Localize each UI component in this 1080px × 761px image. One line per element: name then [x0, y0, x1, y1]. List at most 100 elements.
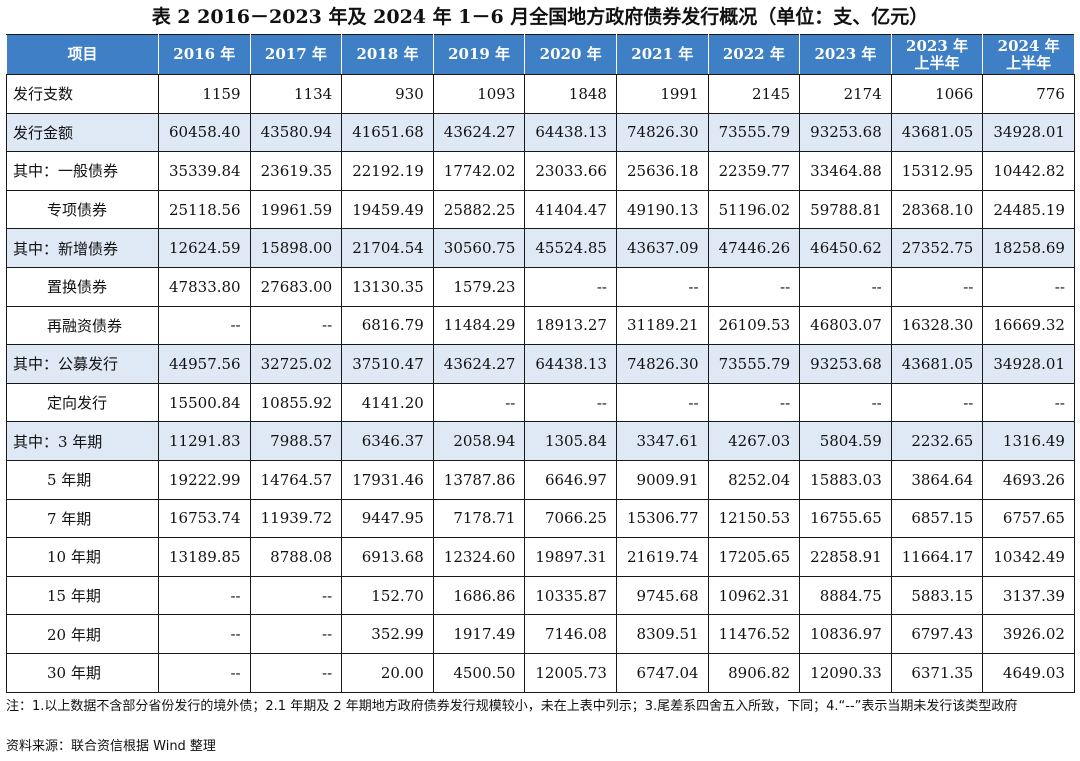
table-cell: 27352.75: [890, 228, 984, 268]
table-cell: 1848: [524, 74, 617, 114]
header-period: 2021 年: [615, 34, 709, 75]
table-cell: 3347.61: [615, 421, 709, 461]
row-label: 定向发行: [6, 382, 159, 423]
table-cell: 12624.59: [158, 228, 251, 268]
table-cell: --: [890, 266, 984, 307]
table-cell: 6747.04: [615, 652, 709, 693]
table-cell: 23619.35: [249, 151, 343, 191]
header-period: 2017 年: [249, 34, 343, 75]
table-cell: 4500.50: [432, 652, 526, 693]
row-label: 发行支数: [6, 74, 159, 114]
table-cell: 10836.97: [799, 614, 892, 654]
table-row: 15 年期 -- -- 152.70 1686.86 10335.87 9745.68 109…: [6, 575, 1075, 616]
table-cell: 59788.81: [799, 189, 892, 230]
table-cell: 2145: [707, 74, 801, 114]
table-row: 置换债券 47833.80 27683.00 13130.35 1579.23 -- -- -…: [6, 266, 1075, 307]
table-title: 表 2 2016－2023 年及 2024 年 1－6 月全国地方政府债券发行概…: [151, 6, 929, 28]
header-period-line: 上半年: [1006, 53, 1052, 72]
table-cell: 28368.10: [890, 189, 984, 230]
table-cell: --: [615, 266, 709, 307]
table-cell: 23033.66: [524, 151, 617, 191]
table-cell: 19222.99: [158, 459, 251, 500]
table-cell: 27683.00: [249, 266, 343, 307]
table-cell: 11939.72: [249, 498, 343, 539]
table-cell: --: [158, 575, 251, 616]
table-cell: 73555.79: [707, 112, 801, 153]
table-cell: 41404.47: [524, 189, 617, 230]
table-cell: 51196.02: [707, 189, 801, 230]
table-cell: --: [982, 266, 1075, 307]
table-cell: 6857.15: [890, 498, 984, 539]
table-cell: 4141.20: [341, 382, 434, 423]
table-cell: 21619.74: [615, 537, 709, 577]
row-label: 其中：3 年期: [6, 421, 159, 461]
table-cell: 930: [341, 74, 434, 114]
table-cell: 21704.54: [341, 228, 434, 268]
table-cell: 12005.73: [524, 652, 617, 693]
table-row: 20 年期 -- -- 352.99 1917.49 7146.08 8309.51 1147…: [6, 614, 1075, 654]
table-cell: 6757.65: [982, 498, 1075, 539]
table-header-row: 项目 2016 年 2017 年 2018 年 2019 年 2020 年 2021 年 20…: [6, 34, 1075, 75]
table-cell: --: [982, 382, 1075, 423]
table-cell: 6913.68: [341, 537, 434, 577]
table-row: 定向发行 15500.84 10855.92 4141.20 -- -- -- -- -- -- -…: [6, 382, 1075, 423]
table-cell: --: [249, 652, 343, 693]
table-row: 发行支数 1159 1134 930 1093 1848 1991 2145 2174 1066 7…: [6, 74, 1075, 114]
table-row: 其中：新增债券 12624.59 15898.00 21704.54 30560.75 4…: [6, 228, 1075, 268]
table-cell: 30560.75: [432, 228, 526, 268]
table-cell: 13130.35: [341, 266, 434, 307]
header-period: 2018 年: [341, 34, 434, 75]
table-body: 发行支数 1159 1134 930 1093 1848 1991 2145 2174 1066 7…: [6, 74, 1075, 693]
row-label: 其中：公募发行: [6, 344, 159, 384]
table-cell: 45524.85: [524, 228, 617, 268]
table-cell: 4649.03: [982, 652, 1075, 693]
table-cell: 6816.79: [341, 305, 434, 346]
row-label: 其中：新增债券: [6, 228, 159, 268]
table-cell: 7178.71: [432, 498, 526, 539]
table-cell: 19897.31: [524, 537, 617, 577]
table-row: 10 年期 13189.85 8788.08 6913.68 12324.60 19897…: [6, 537, 1075, 577]
table-cell: 8788.08: [249, 537, 343, 577]
table-cell: 1066: [890, 74, 984, 114]
row-label: 5 年期: [6, 459, 159, 500]
table-cell: 11484.29: [432, 305, 526, 346]
table-cell: 8309.51: [615, 614, 709, 654]
table-cell: 4693.26: [982, 459, 1075, 500]
table-cell: 11476.52: [707, 614, 801, 654]
table-cell: 43637.09: [615, 228, 709, 268]
table-cell: 3926.02: [982, 614, 1075, 654]
table-cell: 352.99: [341, 614, 434, 654]
table-cell: --: [249, 575, 343, 616]
table-cell: 25636.18: [615, 151, 709, 191]
table-note: 注：1.以上数据不含部分省份发行的境外债；2.1 年期及 2 年期地方政府债券发…: [6, 699, 1018, 714]
table-cell: 31189.21: [615, 305, 709, 346]
table-cell: 8252.04: [707, 459, 801, 500]
table-cell: --: [158, 305, 251, 346]
row-label: 7 年期: [6, 498, 159, 539]
table-cell: 1305.84: [524, 421, 617, 461]
table-cell: 93253.68: [799, 112, 892, 153]
table-cell: 16669.32: [982, 305, 1075, 346]
table-cell: 10442.82: [982, 151, 1075, 191]
bond-issuance-table: 项目 2016 年 2017 年 2018 年 2019 年 2020 年 2021 年 20…: [6, 34, 1075, 693]
table-row: 7 年期 16753.74 11939.72 9447.95 7178.71 7066.2…: [6, 498, 1075, 539]
table-cell: 15500.84: [158, 382, 251, 423]
table-cell: 64438.13: [524, 344, 617, 384]
table-cell: --: [799, 382, 892, 423]
table-cell: 12090.33: [799, 652, 892, 693]
header-period: 2023 年上半年: [890, 34, 984, 75]
table-cell: 34928.01: [982, 344, 1075, 384]
table-cell: --: [249, 614, 343, 654]
table-cell: 1134: [249, 74, 343, 114]
table-cell: 3864.64: [890, 459, 984, 500]
table-cell: 43624.27: [432, 344, 526, 384]
table-cell: 74826.30: [615, 112, 709, 153]
header-period: 2016 年: [158, 34, 251, 75]
table-cell: --: [524, 382, 617, 423]
table-cell: 1917.49: [432, 614, 526, 654]
table-cell: 43681.05: [890, 112, 984, 153]
table-cell: 5804.59: [799, 421, 892, 461]
table-cell: 37510.47: [341, 344, 434, 384]
table-cell: 6797.43: [890, 614, 984, 654]
table-cell: 6346.37: [341, 421, 434, 461]
